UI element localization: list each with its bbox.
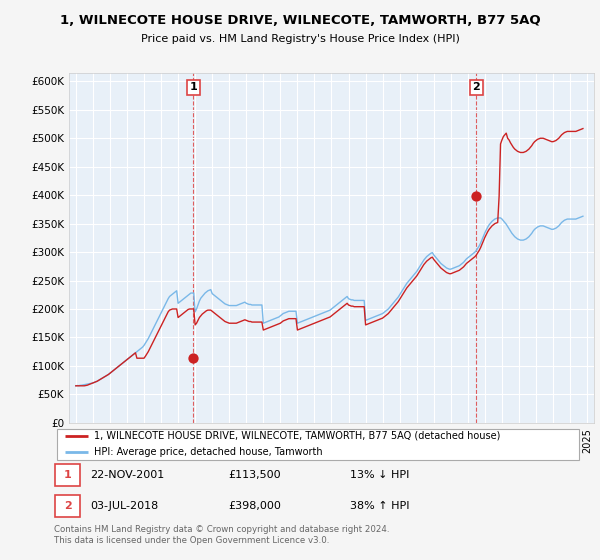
Text: 13% ↓ HPI: 13% ↓ HPI — [350, 470, 409, 480]
Text: £398,000: £398,000 — [228, 501, 281, 511]
Text: 2: 2 — [64, 501, 71, 511]
Text: 1: 1 — [190, 82, 197, 92]
Text: 2: 2 — [473, 82, 480, 92]
Point — [472, 192, 481, 201]
FancyBboxPatch shape — [55, 495, 80, 517]
Text: 1, WILNECOTE HOUSE DRIVE, WILNECOTE, TAMWORTH, B77 5AQ (detached house): 1, WILNECOTE HOUSE DRIVE, WILNECOTE, TAM… — [94, 431, 500, 441]
FancyBboxPatch shape — [55, 464, 80, 486]
Text: £113,500: £113,500 — [228, 470, 281, 480]
Text: 22-NOV-2001: 22-NOV-2001 — [90, 470, 164, 480]
Text: 1, WILNECOTE HOUSE DRIVE, WILNECOTE, TAMWORTH, B77 5AQ: 1, WILNECOTE HOUSE DRIVE, WILNECOTE, TAM… — [59, 14, 541, 27]
Text: Contains HM Land Registry data © Crown copyright and database right 2024.
This d: Contains HM Land Registry data © Crown c… — [54, 525, 389, 545]
Text: HPI: Average price, detached house, Tamworth: HPI: Average price, detached house, Tamw… — [94, 447, 322, 458]
Point — [188, 354, 198, 363]
Text: 03-JUL-2018: 03-JUL-2018 — [90, 501, 158, 511]
FancyBboxPatch shape — [56, 429, 580, 460]
Text: 38% ↑ HPI: 38% ↑ HPI — [350, 501, 409, 511]
Text: Price paid vs. HM Land Registry's House Price Index (HPI): Price paid vs. HM Land Registry's House … — [140, 34, 460, 44]
Text: 1: 1 — [64, 470, 71, 480]
